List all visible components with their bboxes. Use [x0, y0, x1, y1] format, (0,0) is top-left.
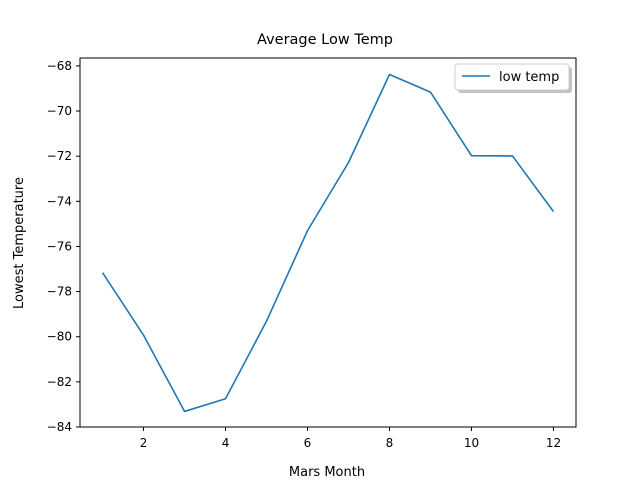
- x-tick-label: 8: [386, 436, 394, 450]
- plot-area-frame: [79, 57, 577, 428]
- legend-label-low-temp: low temp: [499, 70, 559, 85]
- x-tick-label: 4: [222, 436, 230, 450]
- data-point: [183, 410, 186, 413]
- plot-series: [101, 73, 555, 413]
- data-point: [101, 271, 104, 274]
- x-axis-ticks: 2 4 6 8 10 12: [140, 427, 561, 450]
- x-tick-label: 6: [304, 436, 312, 450]
- series-line-0: [101, 73, 555, 413]
- chart-title: Average Low Temp: [257, 32, 393, 48]
- x-tick-label: 12: [546, 436, 561, 450]
- y-tick-label: −78: [47, 285, 72, 299]
- y-tick-label: −80: [47, 330, 72, 344]
- y-tick-label: −70: [47, 104, 72, 118]
- x-tick-label: 10: [464, 436, 479, 450]
- y-tick-label: −68: [47, 59, 72, 73]
- y-tick-label: −84: [47, 420, 72, 434]
- y-axis-ticks: −84 −82 −80 −78 −76 −74 −72 −70 −68: [47, 59, 80, 434]
- y-tick-label: −82: [47, 375, 72, 389]
- data-point: [552, 210, 555, 213]
- legend: low temp: [454, 63, 572, 93]
- x-axis-label: Mars Month: [289, 465, 365, 480]
- data-point: [470, 154, 473, 157]
- data-point: [142, 334, 145, 337]
- y-tick-label: −76: [47, 239, 72, 253]
- data-point: [224, 397, 227, 400]
- legend-box: [454, 63, 570, 91]
- data-point: [265, 320, 268, 323]
- data-point: [511, 154, 514, 157]
- x-tick-label: 2: [140, 436, 148, 450]
- y-axis-label: Lowest Temperature: [12, 177, 27, 309]
- y-tick-label: −74: [47, 194, 72, 208]
- data-point: [388, 73, 391, 76]
- y-tick-label: −72: [47, 149, 72, 163]
- data-point: [347, 161, 350, 164]
- data-point: [306, 229, 309, 232]
- data-point: [429, 91, 432, 94]
